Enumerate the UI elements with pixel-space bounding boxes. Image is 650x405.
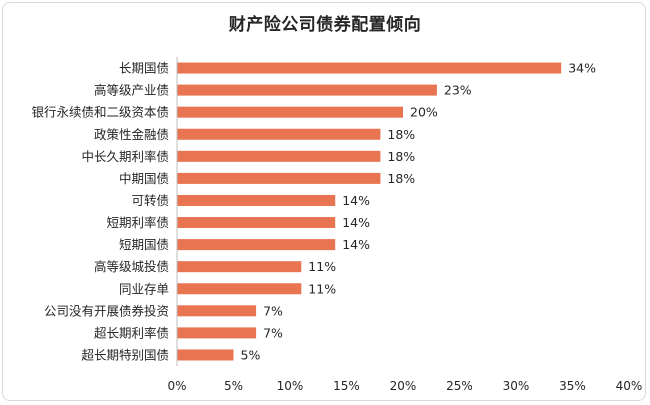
- bar: [177, 305, 257, 317]
- x-tick-label: 0%: [167, 379, 186, 393]
- data-label: 18%: [387, 149, 415, 164]
- category-label: 短期利率债: [106, 215, 169, 230]
- bar: [177, 106, 403, 118]
- x-tick-label: 35%: [559, 379, 586, 393]
- category-label: 公司没有开展债券投资: [44, 303, 169, 318]
- category-label: 超长期利率债: [94, 325, 169, 340]
- x-tick-label: 5%: [224, 379, 243, 393]
- data-label: 20%: [410, 105, 438, 120]
- category-label: 同业存单: [119, 281, 169, 296]
- data-label: 14%: [342, 193, 370, 208]
- category-label: 短期国债: [119, 237, 169, 252]
- bar: [177, 84, 437, 96]
- bar: [177, 62, 562, 74]
- data-label: 14%: [342, 215, 370, 230]
- bar: [177, 128, 381, 140]
- category-label: 中长久期利率债: [81, 149, 169, 164]
- data-label: 11%: [308, 281, 336, 296]
- x-tick-label: 20%: [390, 379, 417, 393]
- data-label: 18%: [387, 127, 415, 142]
- data-label: 18%: [387, 171, 415, 186]
- bar: [177, 194, 336, 206]
- bar: [177, 239, 336, 251]
- category-label: 超长期特别国债: [81, 347, 169, 362]
- category-label: 高等级产业债: [94, 83, 169, 98]
- x-tick-label: 30%: [503, 379, 530, 393]
- bar: [177, 349, 234, 361]
- data-label: 34%: [568, 61, 596, 76]
- data-label: 14%: [342, 237, 370, 252]
- x-tick-label: 25%: [446, 379, 473, 393]
- data-label: 7%: [263, 303, 283, 318]
- bar: [177, 172, 381, 184]
- data-label: 7%: [263, 325, 283, 340]
- data-label: 5%: [241, 347, 261, 362]
- x-tick-label: 40%: [616, 379, 643, 393]
- x-tick-label: 15%: [333, 379, 360, 393]
- category-label: 可转债: [131, 193, 169, 208]
- x-tick-label: 10%: [277, 379, 304, 393]
- category-label: 中期国债: [119, 171, 169, 186]
- chart-title: 财产险公司债券配置倾向: [228, 15, 422, 35]
- bar: [177, 261, 302, 273]
- bar: [177, 283, 302, 295]
- bar: [177, 217, 336, 229]
- category-label: 政策性金融债: [94, 127, 169, 142]
- bar: [177, 150, 381, 162]
- category-label: 长期国债: [119, 61, 169, 76]
- category-label: 高等级城投债: [94, 259, 169, 274]
- bar: [177, 327, 257, 339]
- data-label: 11%: [308, 259, 336, 274]
- category-label: 银行永续债和二级资本债: [31, 105, 169, 120]
- data-label: 23%: [444, 83, 472, 98]
